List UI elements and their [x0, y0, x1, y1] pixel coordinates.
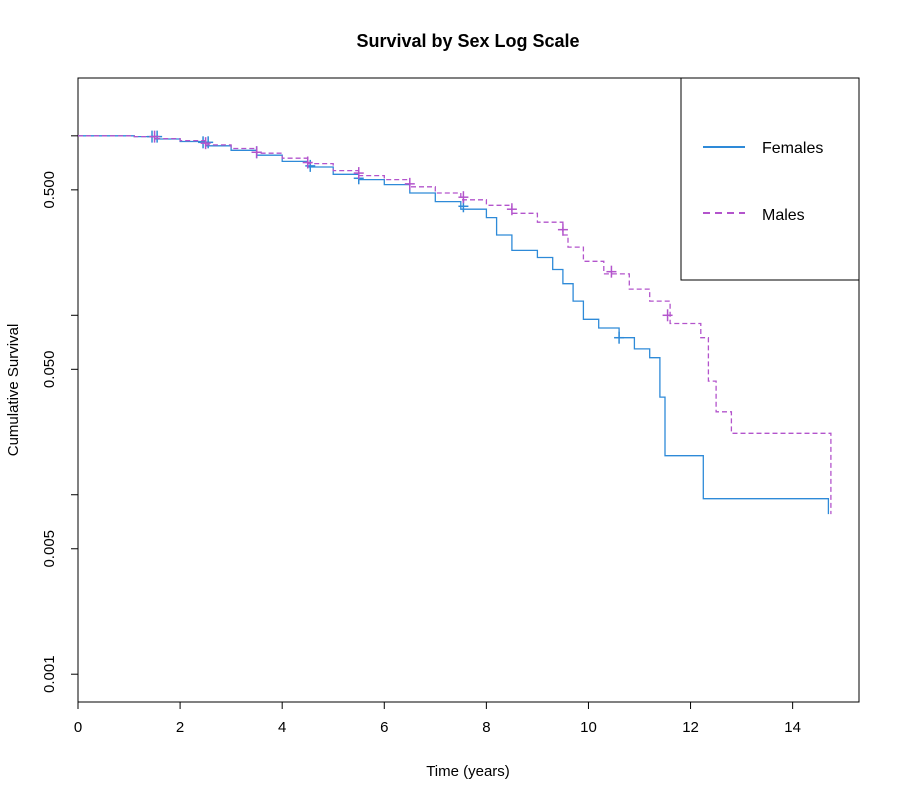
x-tick-label: 12 — [682, 719, 699, 736]
x-axis: 0 2 4 6 8 10 12 14 — [74, 702, 801, 736]
legend-box — [680, 77, 860, 281]
censor-mark-males — [251, 146, 262, 159]
censor-mark-males — [404, 177, 415, 190]
series-line-males — [78, 135, 832, 515]
x-axis-label: Time (years) — [426, 763, 510, 780]
legend-label-males: Males — [762, 207, 805, 224]
plot-frame — [77, 77, 860, 703]
x-tick-label: 4 — [278, 719, 286, 736]
censor-mark-males — [506, 203, 517, 216]
legend-label-females: Females — [762, 140, 823, 157]
censor-mark-males — [149, 130, 160, 143]
x-tick-label: 0 — [74, 719, 82, 736]
x-tick-label: 2 — [176, 719, 184, 736]
censor-mark-males — [557, 223, 568, 236]
series-line-females — [78, 135, 830, 515]
y-tick-label: 0.050 — [41, 351, 58, 389]
censor-mark-females — [203, 136, 214, 149]
censor-mark-males — [200, 137, 211, 150]
series-layer — [78, 130, 832, 515]
censor-mark-males — [606, 265, 617, 278]
x-tick-label: 14 — [784, 719, 801, 736]
y-tick-label: 0.500 — [41, 171, 58, 209]
y-axis-label: Cumulative Survival — [5, 324, 22, 457]
x-tick-label: 10 — [580, 719, 597, 736]
censor-mark-males — [662, 309, 673, 322]
censor-mark-females — [614, 331, 625, 344]
y-tick-label: 0.001 — [41, 655, 58, 693]
y-axis: 0.001 0.005 0.050 0.500 — [41, 135, 78, 693]
y-tick-label: 0.005 — [41, 530, 58, 568]
x-tick-label: 6 — [380, 719, 388, 736]
chart-title: Survival by Sex Log Scale — [356, 31, 579, 51]
censor-mark-males — [458, 191, 469, 204]
legend: Females Males — [680, 77, 860, 281]
x-tick-label: 8 — [482, 719, 490, 736]
censor-mark-males — [353, 167, 364, 180]
censor-mark-males — [302, 156, 313, 169]
